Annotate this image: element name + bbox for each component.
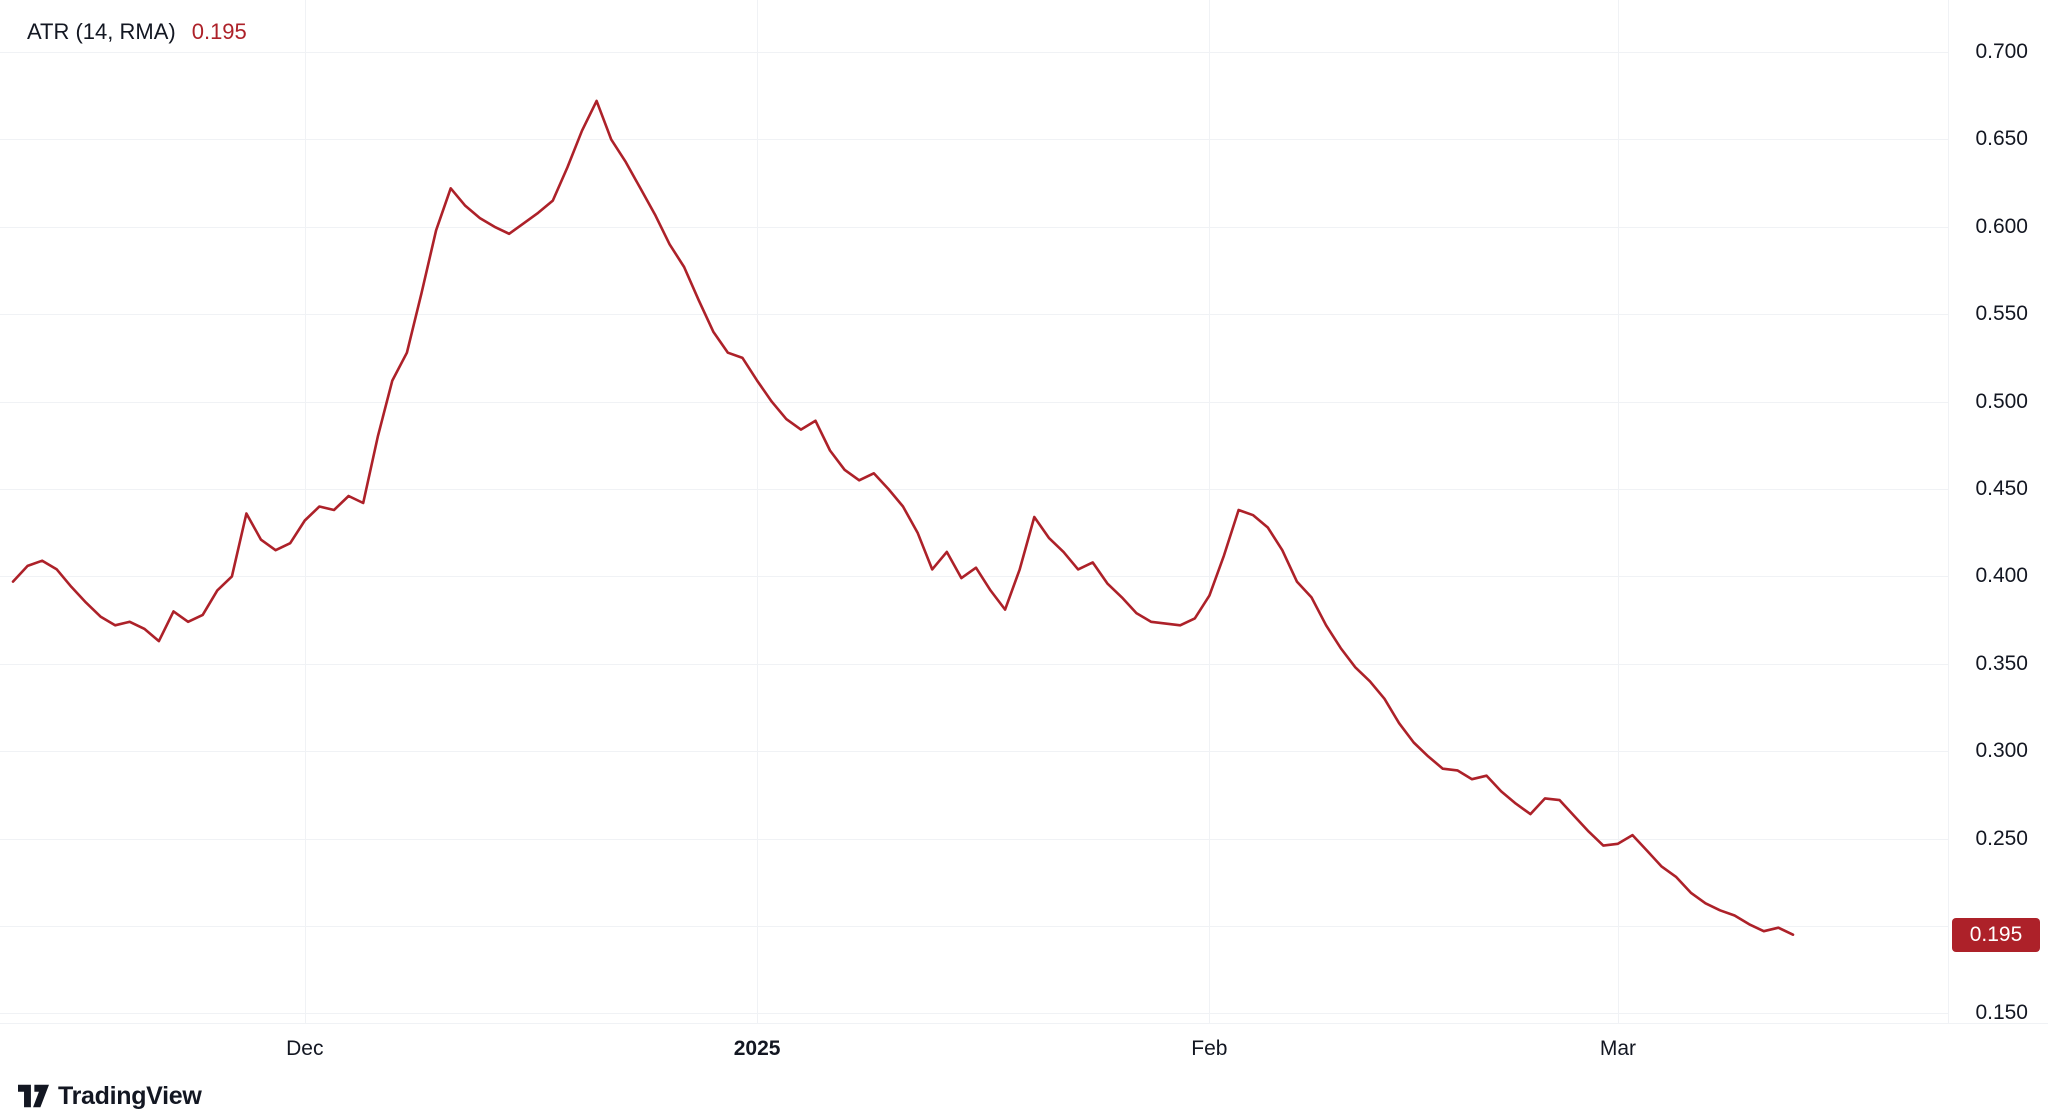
price-axis-label: 0.550 (1975, 302, 2028, 326)
price-axis-label: 0.400 (1975, 564, 2028, 588)
indicator-title: ATR (14, RMA) (27, 19, 176, 44)
price-axis-label: 0.450 (1975, 477, 2028, 500)
time-axis-label: 2025 (733, 1037, 781, 1060)
price-axis-label: 0.250 (1975, 826, 2028, 850)
last-value-text: 0.195 (1969, 922, 2023, 946)
price-axis-label: 0.350 (1975, 651, 2028, 675)
price-axis-label: 0.650 (1975, 127, 2028, 151)
price-axis[interactable]: 0.700 0.650 0.600 0.550 0.500 0.450 0.400 0.350… (1948, 0, 2048, 1025)
atr-line-series[interactable] (11, 99, 1795, 937)
time-axis-label: Feb (1191, 1037, 1228, 1060)
footer: TradingView (0, 1073, 2048, 1119)
last-value-badge: 0.195 (1952, 917, 2040, 952)
tradingview-logo-icon[interactable] (18, 1083, 49, 1109)
time-axis[interactable]: Dec 2025 Feb Mar (0, 1023, 2048, 1073)
chart-area[interactable]: ATR (14, RMA) 0.195 0.700 0.650 0.600 0.550… (0, 0, 2048, 1025)
chart-plot[interactable] (0, 0, 2048, 1023)
time-axis-label: Mar (1599, 1037, 1636, 1060)
indicator-legend[interactable]: ATR (14, RMA) 0.195 (27, 16, 253, 48)
price-axis-label: 0.150 (1975, 1001, 2028, 1025)
price-axis-label: 0.600 (1975, 214, 2028, 238)
indicator-value: 0.195 (191, 19, 247, 44)
price-axis-label: 0.300 (1975, 739, 2028, 763)
tradingview-brand[interactable]: TradingView (58, 1081, 202, 1110)
time-axis-label: Dec (286, 1037, 324, 1060)
price-axis-label: 0.700 (1975, 40, 2028, 63)
price-axis-label: 0.500 (1975, 389, 2028, 413)
